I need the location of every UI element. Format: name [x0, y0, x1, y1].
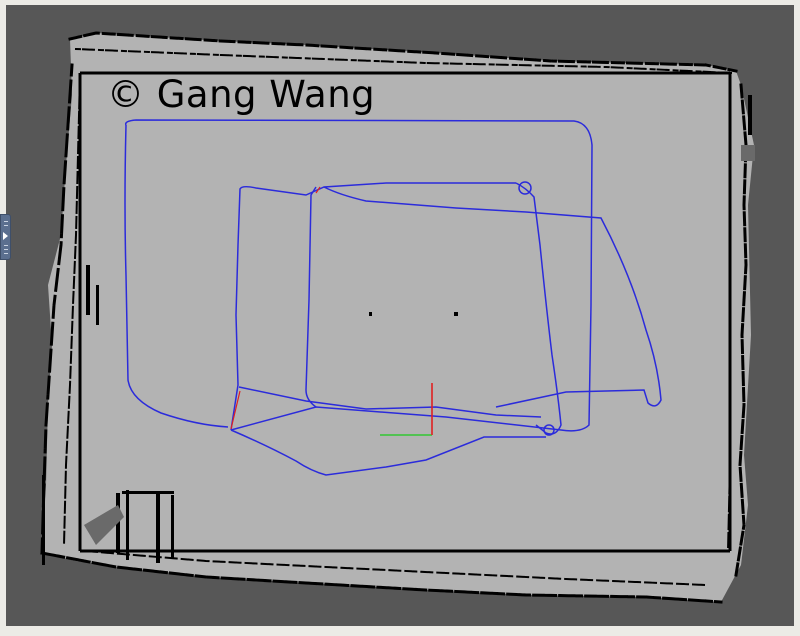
landmark-points	[369, 312, 458, 316]
map-viewport[interactable]: © Gang Wang	[6, 5, 794, 626]
grip-line	[4, 249, 8, 250]
robot-trajectory	[124, 119, 662, 476]
wall-clutter	[42, 95, 755, 565]
grip-line	[4, 221, 8, 222]
grip-line	[4, 245, 8, 246]
grip-line	[4, 253, 8, 254]
grip-line	[4, 225, 8, 226]
room-outline	[78, 71, 732, 553]
room-interior	[80, 73, 730, 551]
copyright-watermark: © Gang Wang	[107, 73, 376, 116]
occupancy-map	[40, 31, 755, 604]
side-panel-toggle[interactable]	[0, 214, 11, 260]
origin-axes-marker	[380, 383, 433, 436]
expand-panel-icon	[3, 232, 8, 240]
